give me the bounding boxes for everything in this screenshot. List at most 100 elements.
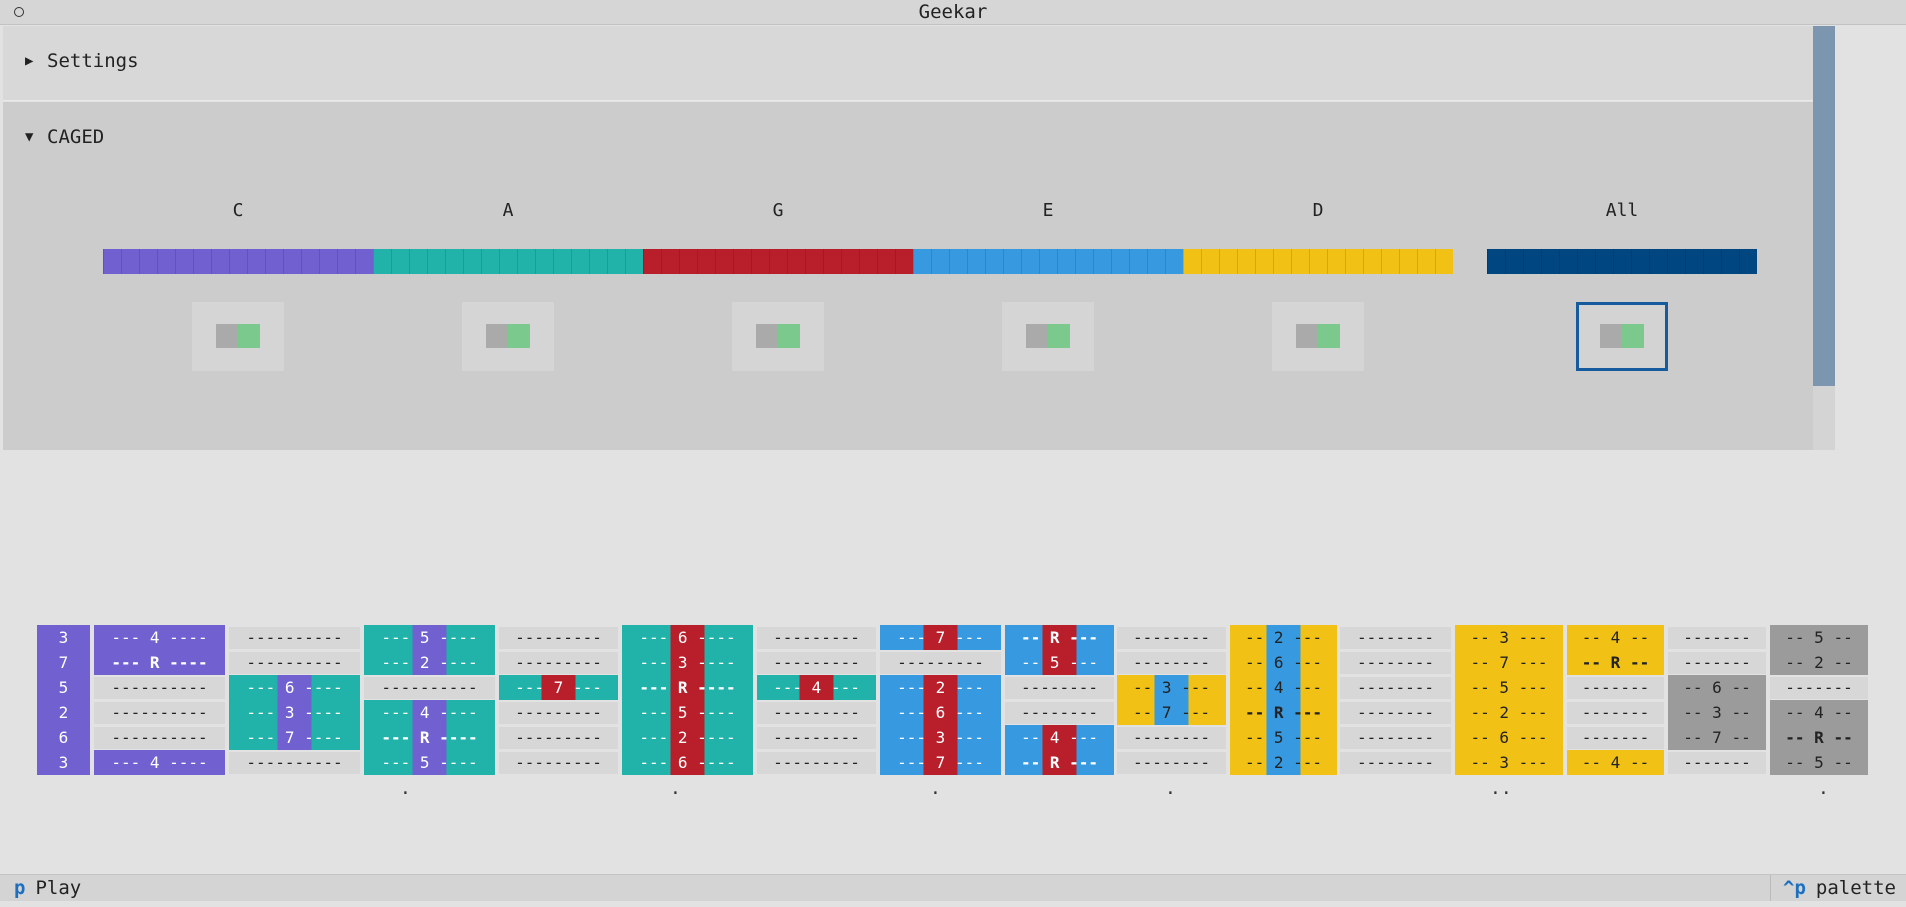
fret-cell[interactable]: --- 5 ---- [622, 700, 753, 725]
fret-cell[interactable]: --- 4 --- [757, 675, 876, 700]
caged-toggle[interactable]: ▼ CAGED [25, 126, 104, 148]
fret-cell[interactable]: ------- [1567, 677, 1664, 699]
open-string-note[interactable]: 6 [37, 725, 90, 750]
fret-cell[interactable]: -------- [1117, 652, 1226, 674]
fret-cell[interactable]: -- 2 --- [1455, 700, 1563, 725]
fret-cell[interactable]: -- 3 --- [1455, 750, 1563, 775]
fret-cell[interactable]: -- R --- [1230, 700, 1337, 725]
fret-cell[interactable]: -- 7 --- [1117, 700, 1226, 725]
fret-cell[interactable]: --- 2 ---- [364, 650, 495, 675]
fret-cell[interactable]: --------- [499, 727, 618, 749]
fret-cell[interactable]: -------- [1117, 727, 1226, 749]
fret-cell[interactable]: -- 2 --- [1230, 625, 1337, 650]
fret-cell[interactable]: -- R --- [1005, 625, 1114, 650]
fret-cell[interactable]: -- 3 -- [1668, 700, 1766, 725]
fret-cell[interactable]: --- 4 ---- [364, 700, 495, 725]
fret-cell[interactable]: --- 3 --- [880, 725, 1001, 750]
scrollbar-thumb[interactable] [1813, 26, 1835, 386]
fret-cell[interactable]: --- 3 ---- [622, 650, 753, 675]
fret-cell[interactable]: ------- [1567, 702, 1664, 724]
fret-cell[interactable]: --------- [880, 652, 1001, 674]
fret-cell[interactable]: ---------- [94, 702, 225, 724]
fret-cell[interactable]: --- R ---- [94, 650, 225, 675]
fret-cell[interactable]: --------- [757, 627, 876, 649]
fret-cell[interactable]: --------- [499, 702, 618, 724]
fret-cell[interactable]: -- 2 -- [1770, 650, 1868, 675]
open-string-note[interactable]: 2 [37, 700, 90, 725]
fret-cell[interactable]: --------- [499, 752, 618, 774]
fret-cell[interactable]: --- 6 --- [880, 700, 1001, 725]
fret-cell[interactable]: --- 7 ---- [229, 725, 360, 750]
fret-cell[interactable]: --------- [757, 702, 876, 724]
open-string-note[interactable]: 3 [37, 625, 90, 650]
fret-cell[interactable]: --- 4 ---- [94, 750, 225, 775]
fret-cell[interactable]: -- 7 --- [1455, 650, 1563, 675]
fret-cell[interactable]: -- 4 -- [1567, 625, 1664, 650]
fret-cell[interactable]: --------- [757, 652, 876, 674]
shape-toggle-all[interactable] [1576, 302, 1668, 371]
fret-cell[interactable]: --- 4 ---- [94, 625, 225, 650]
fret-cell[interactable]: -- R -- [1567, 650, 1664, 675]
fret-cell[interactable]: -- 4 -- [1770, 700, 1868, 725]
fret-cell[interactable]: -- 5 --- [1005, 650, 1114, 675]
fret-cell[interactable]: -- R --- [1005, 750, 1114, 775]
fret-cell[interactable]: -- 6 --- [1230, 650, 1337, 675]
shape-toggle-g[interactable] [732, 302, 824, 371]
fret-cell[interactable]: ------- [1668, 752, 1766, 774]
fret-cell[interactable]: --- 2 ---- [622, 725, 753, 750]
fret-cell[interactable]: -- 5 --- [1230, 725, 1337, 750]
fret-cell[interactable]: ---------- [94, 677, 225, 699]
fret-cell[interactable]: ---------- [229, 627, 360, 649]
fret-cell[interactable]: -- 3 --- [1117, 675, 1226, 700]
fret-cell[interactable]: -------- [1340, 702, 1451, 724]
fret-cell[interactable]: --- 2 --- [880, 675, 1001, 700]
fret-cell[interactable]: ---------- [229, 752, 360, 774]
shape-toggle-a[interactable] [462, 302, 554, 371]
fret-cell[interactable]: -------- [1340, 752, 1451, 774]
shape-toggle-d[interactable] [1272, 302, 1364, 371]
fret-cell[interactable]: --------- [499, 627, 618, 649]
window-menu-icon[interactable] [14, 7, 24, 17]
fret-cell[interactable]: -- 6 --- [1455, 725, 1563, 750]
fret-cell[interactable]: -- 6 -- [1668, 675, 1766, 700]
fret-cell[interactable]: --------- [757, 727, 876, 749]
fret-cell[interactable]: --- 7 --- [880, 750, 1001, 775]
fret-cell[interactable]: -- 4 --- [1005, 725, 1114, 750]
fret-cell[interactable]: -------- [1340, 677, 1451, 699]
shape-toggle-e[interactable] [1002, 302, 1094, 371]
fret-cell[interactable]: ---------- [364, 677, 495, 699]
fret-cell[interactable]: -- 7 -- [1668, 725, 1766, 750]
fret-cell[interactable]: --- 6 ---- [622, 625, 753, 650]
fret-cell[interactable]: --- 5 ---- [364, 625, 495, 650]
fret-cell[interactable]: ------- [1770, 677, 1868, 699]
fret-cell[interactable]: --- 7 --- [499, 675, 618, 700]
fret-cell[interactable]: ------- [1668, 652, 1766, 674]
open-string-note[interactable]: 3 [37, 750, 90, 775]
fret-cell[interactable]: -------- [1117, 752, 1226, 774]
fret-cell[interactable]: -------- [1340, 652, 1451, 674]
settings-toggle[interactable]: ▶ Settings [25, 50, 139, 72]
fret-cell[interactable]: -- 5 --- [1455, 675, 1563, 700]
open-string-note[interactable]: 5 [37, 675, 90, 700]
shape-toggle-c[interactable] [192, 302, 284, 371]
open-string-note[interactable]: 7 [37, 650, 90, 675]
fret-cell[interactable]: ---------- [94, 727, 225, 749]
fret-cell[interactable]: -- 5 -- [1770, 750, 1868, 775]
fret-cell[interactable]: -- 4 -- [1567, 750, 1664, 775]
fret-cell[interactable]: -- 4 --- [1230, 675, 1337, 700]
fret-cell[interactable]: -------- [1340, 627, 1451, 649]
fret-cell[interactable]: -------- [1117, 627, 1226, 649]
fret-cell[interactable]: --- 3 ---- [229, 700, 360, 725]
fret-cell[interactable]: --------- [499, 652, 618, 674]
fret-cell[interactable]: -- 5 -- [1770, 625, 1868, 650]
fret-cell[interactable]: -- 2 --- [1230, 750, 1337, 775]
fret-cell[interactable]: -- 3 --- [1455, 625, 1563, 650]
fret-cell[interactable]: ---------- [229, 652, 360, 674]
fret-cell[interactable]: ------- [1567, 727, 1664, 749]
fret-cell[interactable]: --- R ---- [622, 675, 753, 700]
fret-cell[interactable]: --- 5 ---- [364, 750, 495, 775]
fret-cell[interactable]: ------- [1668, 627, 1766, 649]
fret-cell[interactable]: --------- [757, 752, 876, 774]
fret-cell[interactable]: -------- [1340, 727, 1451, 749]
fret-cell[interactable]: --- 6 ---- [622, 750, 753, 775]
